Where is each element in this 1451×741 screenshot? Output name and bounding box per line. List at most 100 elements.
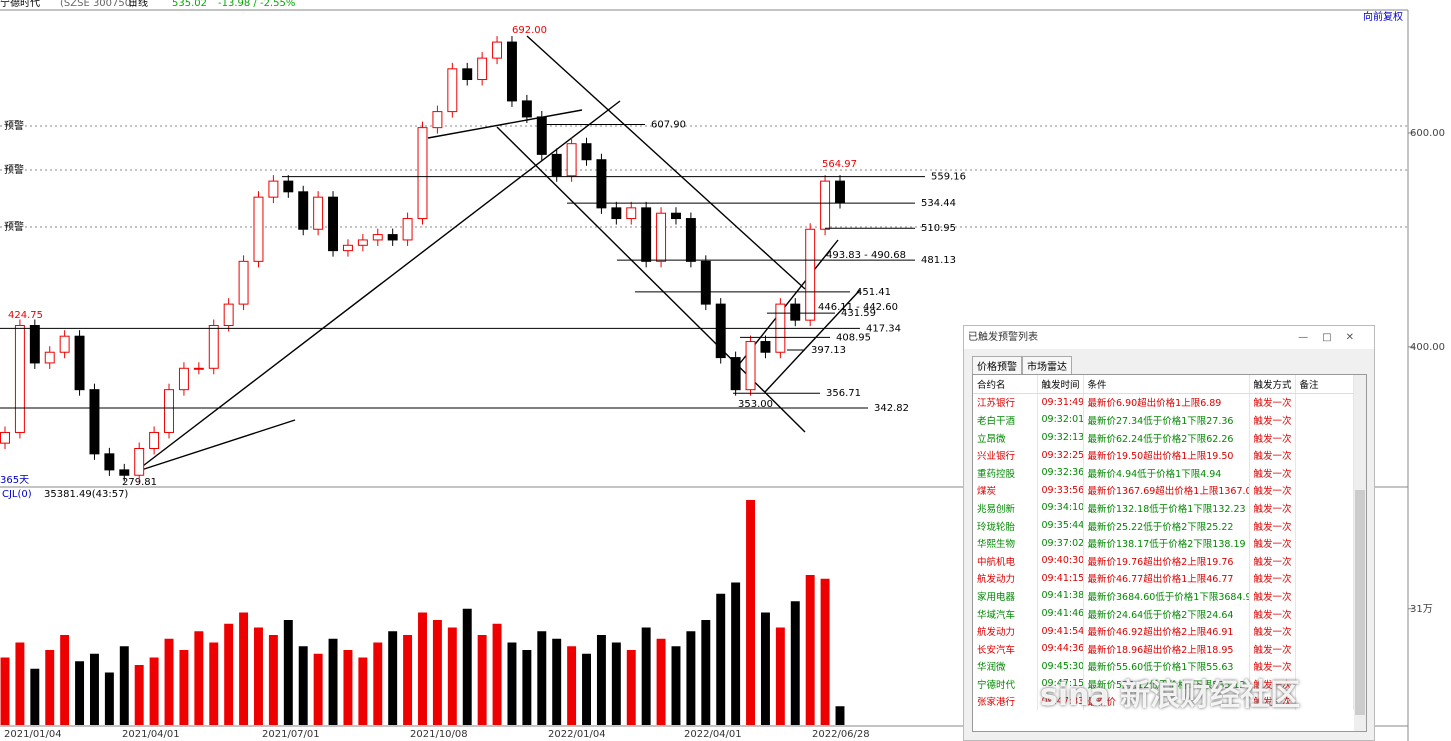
candle	[342, 244, 353, 252]
volume-bar	[89, 653, 99, 725]
cell: 09:45:30	[1037, 657, 1084, 676]
alert-row[interactable]: 兴业银行 09:32:25 最新价19.50超出价格1上限19.50 触发一次	[973, 446, 1354, 464]
cell: 最新价18.96超出价格2上限18.95	[1083, 639, 1250, 658]
candle	[208, 325, 219, 369]
cell: 触发一次	[1249, 463, 1296, 482]
cell: 最新价55.60低于价格1下限55.63	[1083, 657, 1250, 676]
volume-bar	[507, 642, 517, 725]
alert-row[interactable]: 家用电器 09:41:38 最新价3684.60低于价格1下限3684.98 触发一次	[973, 587, 1354, 605]
level-label: 417.34	[866, 323, 901, 334]
cell: 最新价138.17低于价格2下限138.19	[1083, 534, 1250, 552]
cell: 中航机电	[973, 551, 1038, 570]
candle	[447, 68, 458, 113]
table: 合约名 触发时间 条件 触发方式 备注 江苏银行 09:31:49 最新价6.90超出价格1上…	[972, 374, 1367, 732]
cell	[1295, 569, 1354, 588]
cell: 触发一次	[1249, 481, 1296, 500]
candle	[74, 335, 85, 391]
cell: 触发一次	[1249, 692, 1296, 711]
cell: 最新价132.18低于价格1下限132.23	[1083, 499, 1250, 517]
alert-row[interactable]: 玲珑轮胎 09:35:44 最新价25.22低于价格2下限25.22 触发一次	[973, 516, 1354, 535]
cell: 触发一次	[1249, 657, 1296, 676]
candle	[671, 212, 681, 220]
note: 446.11 - 442.60	[818, 302, 898, 313]
period[interactable]: 日线	[128, 0, 148, 9]
candle	[387, 234, 398, 241]
cell: 最新价27.34低于价格1下限27.36	[1083, 411, 1250, 429]
cell: 09:44:36	[1037, 639, 1084, 658]
alert-row[interactable]: 华熙生物 09:37:02 最新价138.17低于价格2下限138.19 触发一次	[973, 534, 1354, 552]
cell: 最新价46.92超出价格2上限46.91	[1083, 622, 1250, 640]
candle	[0, 431, 10, 444]
tab[interactable]: 市场雷达	[1022, 356, 1072, 375]
candle	[238, 260, 249, 305]
alert-row[interactable]: 立昂微 09:32:13 最新价62.24低于价格2下限62.26 触发一次	[973, 428, 1354, 447]
alert-row[interactable]: 老白干酒 09:32:01 最新价27.34低于价格1下限27.36 触发一次	[973, 411, 1354, 429]
candle	[551, 153, 562, 177]
alert-row[interactable]: 航发动力 09:41:54 最新价46.92超出价格2上限46.91 触发一次	[973, 622, 1354, 640]
volume-bar	[388, 631, 398, 725]
cell: 09:47:15	[1037, 675, 1084, 693]
cell: 煤炭	[973, 481, 1038, 500]
cell: 触发一次	[1249, 569, 1296, 588]
stock-name: 宁德时代	[0, 0, 40, 9]
cell	[1295, 604, 1354, 623]
cell: 触发一次	[1249, 393, 1296, 412]
cell: 触发一次	[1249, 587, 1296, 605]
window-controls[interactable]: —□✕	[1298, 332, 1368, 343]
cell: 触发一次	[1249, 516, 1296, 535]
candle	[164, 389, 174, 433]
volume-bar	[358, 657, 368, 725]
volume-bar	[701, 620, 711, 725]
window-title: 已触发预警列表	[964, 326, 1374, 349]
alert-tag: 预警	[4, 220, 24, 233]
candle	[685, 218, 696, 262]
candle	[477, 57, 488, 81]
alert-row[interactable]: 兆易创新 09:34:10 最新价132.18低于价格1下限132.23 触发一次	[973, 499, 1354, 517]
volume-bar	[373, 642, 383, 725]
note: 564.97	[822, 159, 857, 170]
candle	[328, 196, 339, 252]
cell	[1295, 499, 1354, 517]
adjust[interactable]: 向前复权	[1363, 10, 1403, 23]
alert-row[interactable]: 华润微 09:45:30 最新价55.60低于价格1下限55.63 触发一次	[973, 657, 1354, 676]
alert-row[interactable]: 航发动力 09:41:15 最新价46.77超出价格1上限46.77 触发一次	[973, 569, 1354, 588]
alert-row[interactable]: 煤炭 09:33:56 最新价1367.69超出价格1上限1367.07 触发一次	[973, 481, 1354, 500]
volume-bar	[492, 623, 502, 725]
watermark: sina 新浪财经社区	[1040, 678, 1301, 713]
scrollbar[interactable]	[1354, 375, 1366, 731]
candle	[730, 357, 741, 391]
candle	[432, 111, 443, 129]
cell	[1295, 657, 1354, 676]
volume-bar	[671, 646, 681, 725]
candle	[298, 191, 309, 230]
alert-row[interactable]: 中航机电 09:40:30 最新价19.76超出价格2上限19.76 触发一次	[973, 551, 1354, 570]
candle	[820, 180, 831, 230]
alert-row[interactable]: 张家港行 09:47:33 最新价 触发一次	[973, 692, 1354, 711]
cell: 重药控股	[973, 463, 1038, 482]
cell: 09:31:49	[1037, 393, 1084, 412]
volume-bar	[15, 642, 25, 725]
cell: 09:32:25	[1037, 446, 1084, 464]
y-tick-label: 400.00	[1410, 342, 1445, 353]
volume-bar	[790, 601, 800, 725]
cell: 最新价19.50超出价格1上限19.50	[1083, 446, 1250, 464]
tab[interactable]: 价格预警	[972, 356, 1022, 375]
candle	[566, 143, 577, 177]
candle	[313, 196, 324, 230]
alert-row[interactable]: 重药控股 09:32:36 最新价4.94低于价格1下限4.94 触发一次	[973, 463, 1354, 482]
cell: 09:41:46	[1037, 604, 1084, 623]
volume-bar	[164, 638, 174, 725]
alert-row[interactable]: 江苏银行 09:31:49 最新价6.90超出价格1上限6.89 触发一次	[973, 393, 1354, 412]
volume-bar	[268, 635, 278, 725]
level-label: 431.59	[841, 308, 876, 319]
candle	[44, 351, 55, 364]
alert-row[interactable]: 长安汽车 09:44:36 最新价18.96超出价格2上限18.95 触发一次	[973, 639, 1354, 658]
cell: 09:32:36	[1037, 463, 1084, 482]
cell: 触发一次	[1249, 446, 1296, 464]
vol-last: 35381.49(43:57)	[44, 489, 128, 500]
alert-row[interactable]: 华域汽车 09:41:46 最新价24.64低于价格2下限24.64 触发一次	[973, 604, 1354, 623]
cell	[1295, 622, 1354, 640]
cell	[1295, 446, 1354, 464]
volume-bar	[194, 631, 204, 725]
alert-row[interactable]: 宁德时代 09:47:15 最新价535.12低于价格1下限535.12 触发一次	[973, 675, 1354, 693]
